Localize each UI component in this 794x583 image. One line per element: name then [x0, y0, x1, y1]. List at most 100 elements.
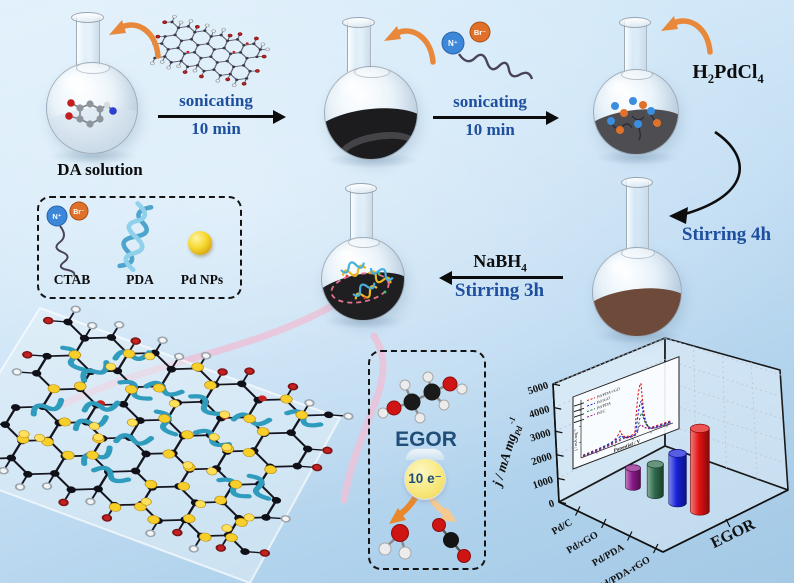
flask-lip [345, 183, 377, 194]
micelle-dots [607, 97, 661, 141]
chart-right-wall [664, 337, 789, 491]
reaction-arrow-3 [439, 270, 563, 285]
stirring-3h-label: Stirring 3h [454, 280, 545, 301]
egor-product-arrows [389, 495, 457, 524]
series-axis-label: EGOR [708, 516, 758, 552]
arrow1-label-bottom: 10 min [191, 119, 241, 138]
graphene-oxide-flake [149, 14, 271, 87]
formula-sub: 2 [707, 72, 715, 86]
liquid-ring [336, 126, 417, 159]
flask-lip [621, 177, 653, 188]
neck-joint [75, 63, 111, 74]
flask-neck [624, 20, 647, 72]
bar-top-Pd/PDA-rGO [690, 423, 710, 434]
flask-lip [619, 17, 651, 28]
product-contents [330, 261, 394, 304]
flask-neck [347, 20, 371, 72]
inset-legend-label: Pd/C [597, 408, 605, 416]
arrow2-label-top: sonicating [453, 92, 527, 111]
inset-legend-label: Pd/PDA-rGO [597, 386, 620, 399]
flask-bulb [46, 62, 138, 154]
legend-label-pda: PDA [126, 272, 154, 287]
category-label: Pd/PDA [590, 542, 626, 569]
curl-arrow-icon [109, 20, 161, 59]
flask-neck [626, 180, 649, 252]
neck-joint [348, 238, 380, 249]
y-tick-label: 0 [548, 498, 556, 510]
n-plus-label: N⁺ [448, 39, 458, 48]
water-molecule [378, 524, 412, 560]
category-label: Pd/rGO [565, 529, 601, 556]
n-plus-sphere [441, 31, 465, 55]
bar-Pd/PDA [668, 449, 687, 508]
pda-legend-graphic [117, 201, 154, 273]
neck-joint [621, 248, 655, 259]
h2pdcl4-label: H2PdCl4 [668, 62, 788, 86]
egor-title: EGOR [395, 428, 457, 451]
legend-label-pdnps: Pd NPs [180, 272, 224, 287]
flask-bulb [592, 247, 682, 337]
reaction-arrow-2 [433, 110, 559, 125]
chart-floor [558, 445, 789, 553]
arrow2-label-bottom: 10 min [465, 120, 515, 139]
nabh4-label: NaBH4 [440, 252, 560, 275]
da-solution-label: DA solution [57, 160, 143, 179]
bar-Pd/rGO [646, 460, 664, 499]
bar-top-Pd/C [625, 464, 641, 472]
ten-electron-bubble: 10 e⁻ [404, 458, 446, 500]
inset-legend-label: Pd/rGO [597, 395, 610, 405]
br-minus-label: Br⁻ [73, 209, 85, 216]
br-minus-label: Br⁻ [474, 28, 486, 37]
ctab-legend-graphic: N⁺ Br⁻ [46, 201, 89, 277]
n-plus-label: N⁺ [52, 212, 61, 221]
category-label: Pd/C [550, 517, 574, 537]
inset-legend-label: Pd/PDA [597, 400, 612, 410]
legend-label-ctab: CTAB [53, 272, 91, 287]
dopamine-molecule [65, 99, 117, 128]
curl-arrow-icon [384, 26, 436, 65]
reaction-arrow-1 [158, 109, 286, 124]
bar-top-Pd/rGO [646, 460, 664, 469]
formula-sub: 4 [521, 262, 527, 275]
y-tick-label: 2000 [530, 451, 553, 468]
y-tick-label: 4000 [528, 404, 551, 421]
n-plus-sphere [46, 205, 68, 227]
ctab-tail [55, 225, 76, 277]
flask-bulb [324, 66, 418, 160]
bar-top-Pd/PDA [668, 449, 687, 458]
curl-arrow-icon [661, 16, 713, 55]
arrow1-label-top: sonicating [179, 91, 253, 110]
mini-helices [340, 261, 394, 300]
flask-lip [342, 17, 375, 28]
bar-Pd/PDA-rGO [690, 423, 710, 516]
y-axis-title: j / mA mgPd-1 [487, 415, 527, 490]
y-tick-label: 1000 [531, 475, 554, 492]
br-minus-sphere [469, 21, 491, 43]
inset-xlabel: Potential / V [614, 438, 641, 454]
neck-joint [354, 67, 390, 79]
formula-part: PdCl [714, 61, 758, 83]
y-tick-label: 3000 [529, 428, 552, 445]
chart-left-wall [552, 337, 666, 503]
brown-liquid [593, 280, 681, 336]
y-tick-label: 5000 [527, 380, 550, 397]
ctab-tail [458, 53, 534, 80]
ethylene-glycol-molecule [377, 371, 468, 424]
formula-part: NaBH [473, 251, 522, 271]
left-product-arrow [396, 495, 418, 518]
flask-lip [71, 12, 104, 23]
legend-box [37, 196, 242, 299]
inset-ylabel: j / mA mg⁻¹ [573, 427, 579, 453]
go-liquid [325, 100, 417, 159]
flask-neck [76, 16, 100, 68]
formula-part: H [692, 61, 708, 83]
dashed-highlight-ellipse [330, 272, 390, 304]
pd-pda-rgo-composite-sheet [0, 305, 354, 583]
neck-joint [620, 70, 654, 81]
pd-np-legend-sphere [188, 231, 212, 255]
curved-down-arrow [669, 130, 741, 224]
stirring-4h-label: Stirring 4h [681, 224, 772, 245]
ctab-molecule-top: N⁺ Br⁻ [441, 21, 534, 80]
